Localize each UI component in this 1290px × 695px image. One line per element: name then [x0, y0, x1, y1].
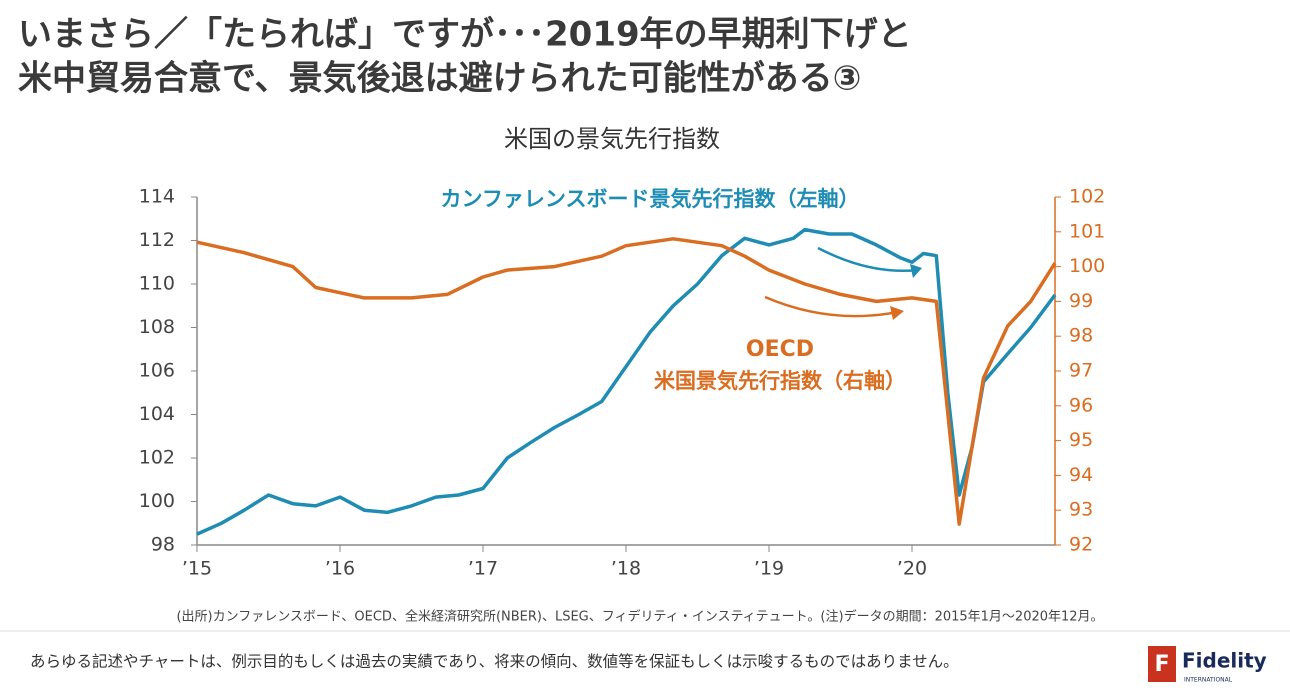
- x-tick-label: ’20: [897, 558, 927, 580]
- series-line: [196, 237, 1057, 526]
- arrow-head: [890, 306, 904, 320]
- y-tick-label: 106: [139, 360, 175, 382]
- chart-title: 米国の景気先行指数: [504, 125, 720, 153]
- y-tick-label: 114: [139, 186, 175, 208]
- y2-tick-label: 97: [1069, 360, 1093, 382]
- y-tick-label: 102: [139, 447, 175, 469]
- title-line: 米中貿易合意で、景気後退は避けられた可能性がある③: [18, 59, 861, 99]
- x-tick-label: ’16: [325, 558, 355, 580]
- logo-sub: INTERNATIONAL: [1184, 677, 1233, 684]
- x-tick-label: ’17: [468, 558, 498, 580]
- annotation: カンファレンスボード景気先行指数（左軸）: [441, 187, 860, 211]
- logo-icon: [1148, 646, 1176, 682]
- y2-tick-label: 95: [1069, 429, 1093, 451]
- x-tick-label: ’15: [182, 558, 212, 580]
- arrow: [764, 295, 899, 318]
- y2-tick-label: 92: [1069, 534, 1093, 556]
- y2-tick-label: 100: [1069, 255, 1105, 277]
- y-tick-label: 110: [139, 273, 175, 295]
- y2-tick-label: 101: [1069, 220, 1105, 242]
- arrow: [817, 246, 919, 273]
- source-note: (出所)カンファレンスボード、OECD、全米経済研究所(NBER)、LSEG、フ…: [176, 609, 1103, 625]
- y2-tick-label: 98: [1069, 325, 1093, 347]
- logo-text: Fidelity: [1182, 649, 1267, 673]
- x-tick-label: ’19: [754, 558, 784, 580]
- logo-mark: F: [1154, 652, 1169, 677]
- y2-tick-label: 93: [1069, 499, 1093, 521]
- y2-tick-label: 102: [1069, 186, 1105, 208]
- title-line: いまさら／「たられば」ですが･･･2019年の早期利下げと: [18, 15, 912, 55]
- y-tick-label: 112: [139, 229, 175, 251]
- y2-tick-label: 94: [1069, 464, 1093, 486]
- series-line: [196, 227, 1057, 536]
- y-tick-label: 104: [139, 403, 175, 425]
- annotation: OECD: [746, 337, 814, 362]
- disclaimer: あらゆる記述やチャートは、例示目的もしくは過去の実績であり、将来の傾向、数値等を…: [30, 653, 959, 671]
- x-tick-label: ’18: [611, 558, 641, 580]
- y-tick-label: 98: [151, 534, 175, 556]
- y-tick-label: 100: [139, 490, 175, 512]
- arrow-head: [910, 264, 922, 278]
- annotation: 米国景気先行指数（右軸）: [654, 369, 906, 393]
- plot: 98 100 102 104 106 108 110 112 114 92 93 94 95 96 97 98…: [139, 186, 1106, 580]
- y2-tick-label: 99: [1069, 290, 1093, 312]
- y-tick-label: 108: [139, 316, 175, 338]
- y2-tick-label: 96: [1069, 394, 1093, 416]
